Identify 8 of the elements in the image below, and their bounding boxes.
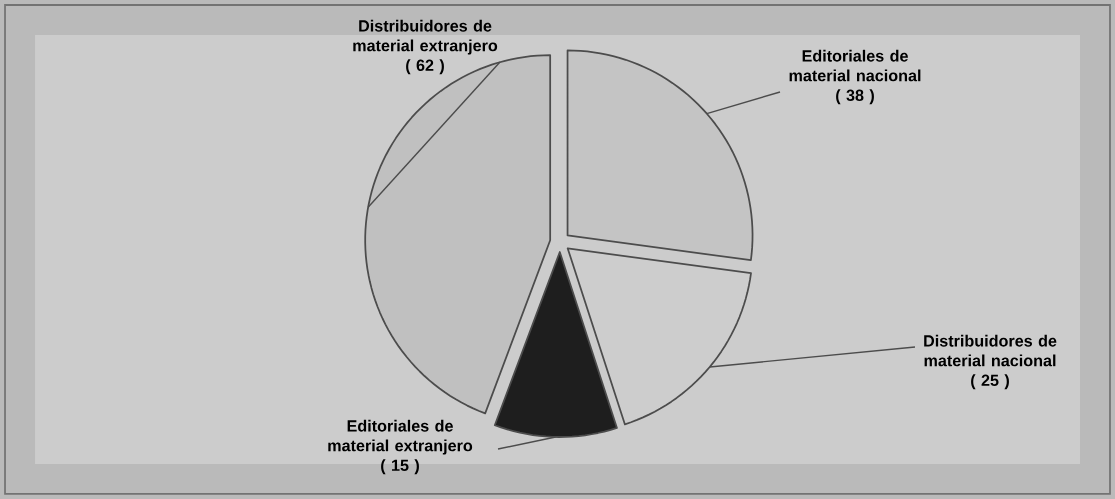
data-label: ( 38 ) bbox=[836, 89, 874, 105]
data-label: ( 62 ) bbox=[406, 59, 444, 75]
slice-label: Distribuidores de material nacional bbox=[924, 334, 1057, 367]
slice-label: Distribuidores de material extranjero bbox=[353, 19, 498, 55]
slice-label: Editoriales de material nacional bbox=[789, 49, 921, 82]
data-label: ( 15 ) bbox=[381, 459, 419, 475]
data-label: ( 25 ) bbox=[971, 374, 1009, 390]
legend-label: Editoriales de material extranjero bbox=[328, 419, 473, 455]
